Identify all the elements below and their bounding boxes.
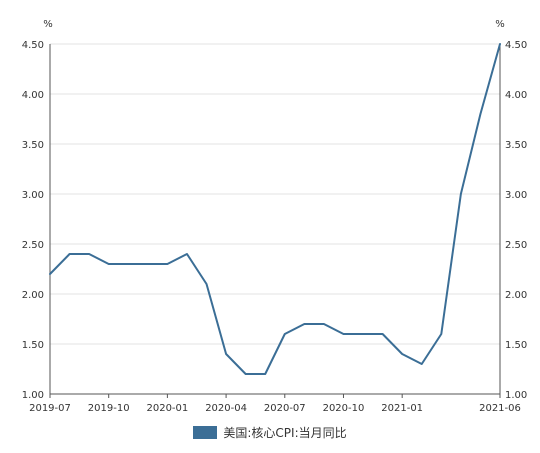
y-tick-label-right: 4.00 [505, 90, 527, 101]
legend[interactable]: 美国:核心CPI:当月同比 [0, 423, 540, 441]
gridlines [50, 43, 500, 395]
y-tick-label-left: 2.50 [22, 240, 44, 251]
y-tick-label-right: 1.00 [505, 390, 527, 401]
x-tick-label: 2020-04 [205, 403, 247, 414]
y-tick-labels: 1.00 1.00 1.50 1.50 2.00 2.00 2.50 2.50 3.00 3.00… [22, 40, 528, 401]
y-tick-label-left: 1.00 [22, 390, 44, 401]
y-unit-right: % [495, 19, 505, 30]
axes [49, 44, 501, 398]
y-tick-label-left: 2.00 [22, 290, 44, 301]
y-tick-label-left: 4.50 [22, 40, 44, 51]
x-tick-label: 2019-07 [29, 403, 71, 414]
x-tick-label: 2020-01 [146, 403, 188, 414]
y-tick-label-left: 1.50 [22, 340, 44, 351]
series-group [49, 43, 501, 375]
x-tick-labels: 2019-07 2019-10 2020-01 2020-04 2020-07 2020-… [29, 403, 521, 414]
y-tick-label-left: 4.00 [22, 90, 44, 101]
y-tick-label-right: 1.50 [505, 340, 527, 351]
y-tick-label-right: 3.50 [505, 140, 527, 151]
y-tick-label-left: 3.50 [22, 140, 44, 151]
y-tick-label-right: 2.00 [505, 290, 527, 301]
x-tick-label: 2019-10 [88, 403, 130, 414]
y-tick-label-right: 2.50 [505, 240, 527, 251]
y-tick-label-left: 3.00 [22, 190, 44, 201]
y-tick-label-right: 4.50 [505, 40, 527, 51]
y-tick-label-right: 3.00 [505, 190, 527, 201]
x-tick-label: 2020-07 [264, 403, 306, 414]
y-unit-left: % [43, 19, 53, 30]
legend-label: 美国:核心CPI:当月同比 [223, 425, 347, 440]
series-line [49, 43, 501, 375]
legend-swatch [193, 425, 218, 439]
x-tick-label: 2021-06 [479, 403, 521, 414]
x-tick-label: 2021-01 [381, 403, 423, 414]
x-tick-label: 2020-10 [323, 403, 365, 414]
